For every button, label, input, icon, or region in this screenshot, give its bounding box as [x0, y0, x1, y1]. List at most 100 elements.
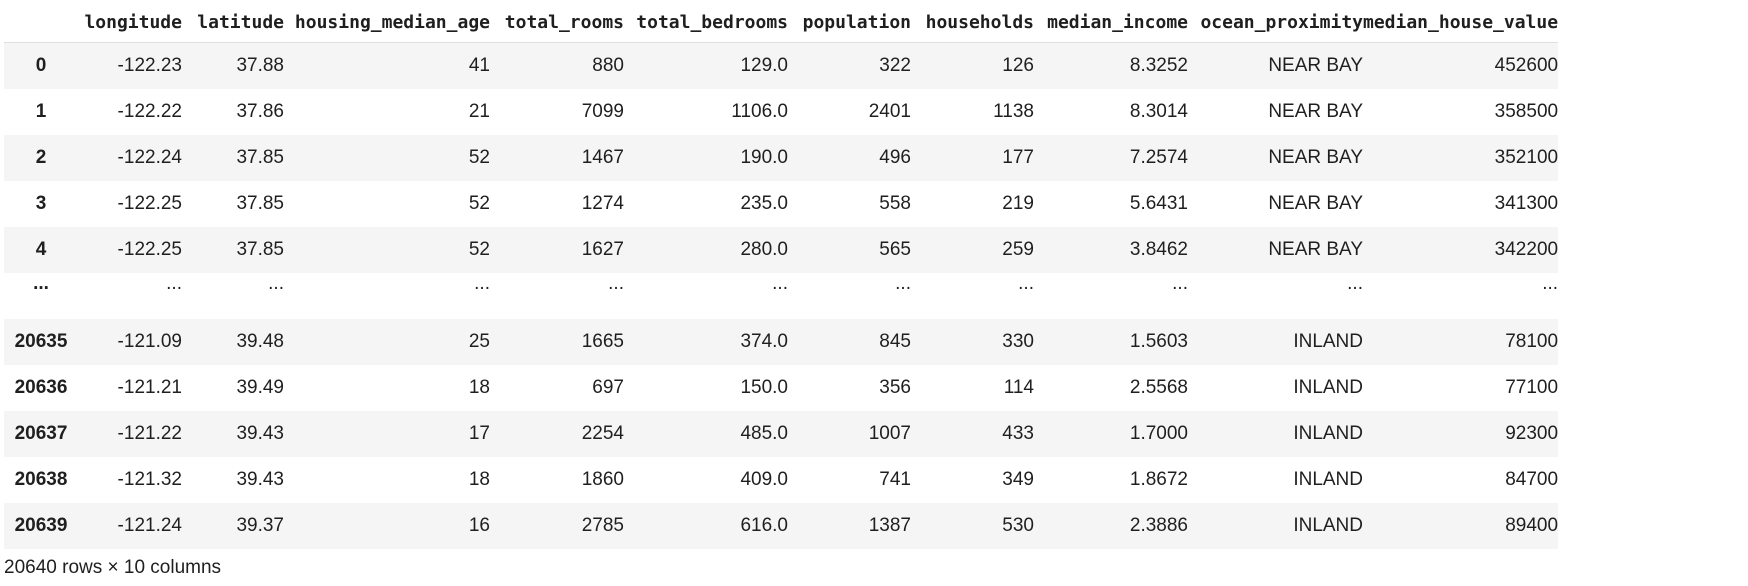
table-cell: 565 — [879, 238, 911, 260]
column-header: households — [911, 0, 1034, 43]
table-cell: ... — [1542, 272, 1559, 294]
table-cell: 409.0 — [740, 468, 788, 490]
table-cell: 114 — [1003, 376, 1034, 398]
table-cell: ... — [772, 272, 788, 294]
table-cell: 219 — [1002, 192, 1034, 214]
dataframe-table: longitude latitude housing_median_age total… — [4, 0, 1559, 549]
header-row: longitude latitude housing_median_age total… — [4, 0, 1559, 43]
column-header: median_house_value — [1363, 0, 1559, 43]
table-row: 4 -122.25 37.85 52 1627 280.0 565 259 3.8462 NEAR… — [4, 226, 1559, 273]
table-cell: -122.24 — [117, 146, 182, 168]
table-cell: 358500 — [1494, 100, 1559, 122]
table-cell: 52 — [468, 146, 490, 168]
table-cell: 7099 — [581, 100, 624, 122]
table-cell: 25 — [468, 330, 490, 352]
table-cell: 845 — [879, 330, 911, 352]
table-cell: -122.23 — [117, 54, 182, 76]
table-cell: -121.32 — [117, 468, 182, 490]
row-index: 20636 — [14, 376, 68, 398]
table-cell: INLAND — [1293, 422, 1363, 444]
table-cell: INLAND — [1293, 330, 1363, 352]
table-cell: 2.5568 — [1129, 376, 1188, 398]
table-cell: 89400 — [1505, 514, 1559, 536]
table-cell: NEAR BAY — [1268, 238, 1363, 260]
table-cell: ... — [608, 272, 624, 294]
table-cell: 1.8672 — [1129, 468, 1188, 490]
table-cell: 2785 — [581, 514, 624, 536]
table-cell: 37.85 — [236, 146, 284, 168]
table-cell: 18 — [468, 376, 490, 398]
table-cell: 322 — [879, 54, 911, 76]
table-cell: NEAR BAY — [1268, 100, 1363, 122]
table-cell: INLAND — [1293, 376, 1363, 398]
table-cell: NEAR BAY — [1268, 146, 1363, 168]
table-cell: 21 — [468, 100, 490, 122]
row-index: 0 — [35, 54, 47, 76]
table-cell: 496 — [879, 146, 911, 168]
table-cell: 3.8462 — [1129, 238, 1188, 260]
table-cell: 37.86 — [236, 100, 284, 122]
table-cell: 8.3252 — [1129, 54, 1188, 76]
row-index: 1 — [35, 100, 47, 122]
table-cell: 374.0 — [740, 330, 788, 352]
dataframe-shape: 20640 rows × 10 columns — [4, 557, 222, 578]
table-row: 3 -122.25 37.85 52 1274 235.0 558 219 5.6431 NEAR… — [4, 180, 1559, 227]
table-cell: NEAR BAY — [1268, 54, 1363, 76]
table-cell: -122.22 — [117, 100, 182, 122]
table-cell: ... — [166, 272, 182, 294]
row-index: 4 — [35, 238, 47, 260]
table-cell: 352100 — [1494, 146, 1559, 168]
table-cell: 1138 — [993, 100, 1034, 122]
ellipsis-row: ................................. — [4, 272, 1559, 319]
table-row: 1 -122.22 37.86 21 7099 1106.0 2401 1138 8.3014 N… — [4, 88, 1559, 135]
table-cell: 177 — [1002, 146, 1034, 168]
table-body: 0 -122.23 37.88 41 880 129.0 322 126 8.3252 NEAR … — [4, 42, 1559, 549]
table-cell: INLAND — [1293, 514, 1363, 536]
table-row: 0 -122.23 37.88 41 880 129.0 322 126 8.3252 NEAR … — [4, 42, 1559, 89]
table-cell: -122.25 — [117, 238, 182, 260]
table-cell: 17 — [468, 422, 490, 444]
row-index: 3 — [35, 192, 47, 214]
table-cell: 1387 — [868, 514, 911, 536]
table-cell: ... — [1172, 272, 1188, 294]
table-cell: -121.22 — [117, 422, 182, 444]
table-cell: 485.0 — [740, 422, 788, 444]
table-cell: 77100 — [1505, 376, 1559, 398]
table-cell: 356 — [879, 376, 911, 398]
table-row: 20635 -121.09 39.48 25 1665 374.0 845 330 1.5603… — [4, 318, 1559, 365]
table-header: longitude latitude housing_median_age total… — [4, 0, 1559, 43]
table-cell: 37.88 — [236, 54, 284, 76]
table-row: 20636 -121.21 39.49 18 697 150.0 356 114 2.5568 I… — [4, 364, 1559, 411]
table-cell: 39.48 — [236, 330, 284, 352]
table-cell: ... — [895, 272, 911, 294]
table-cell: 280.0 — [740, 238, 788, 260]
table-cell: 52 — [468, 238, 490, 260]
row-index: 20635 — [14, 330, 68, 352]
column-header: ocean_proximity — [1188, 0, 1363, 43]
table-cell: 2254 — [581, 422, 624, 444]
row-index: 20639 — [14, 514, 68, 536]
table-cell: 2.3886 — [1129, 514, 1188, 536]
table-cell: 341300 — [1494, 192, 1559, 214]
table-cell: -122.25 — [117, 192, 182, 214]
table-cell: ... — [474, 272, 490, 294]
table-row: 20638 -121.32 39.43 18 1860 409.0 741 349 1.8672… — [4, 456, 1559, 503]
table-cell: 433 — [1002, 422, 1034, 444]
table-cell: 530 — [1002, 514, 1034, 536]
table-cell: 150.0 — [740, 376, 788, 398]
table-cell: 880 — [592, 54, 624, 76]
table-cell: INLAND — [1293, 468, 1363, 490]
table-cell: 558 — [879, 192, 911, 214]
table-cell: -121.21 — [117, 376, 182, 398]
column-header: total_bedrooms — [624, 0, 788, 43]
column-header: housing_median_age — [284, 0, 490, 43]
table-cell: 16 — [468, 514, 490, 536]
table-cell: -121.24 — [117, 514, 182, 536]
table-cell: 342200 — [1494, 238, 1559, 260]
row-index: 20638 — [14, 468, 68, 490]
table-cell: 41 — [468, 54, 490, 76]
table-cell: 1007 — [868, 422, 911, 444]
table-cell: 616.0 — [740, 514, 788, 536]
table-cell: 349 — [1002, 468, 1034, 490]
